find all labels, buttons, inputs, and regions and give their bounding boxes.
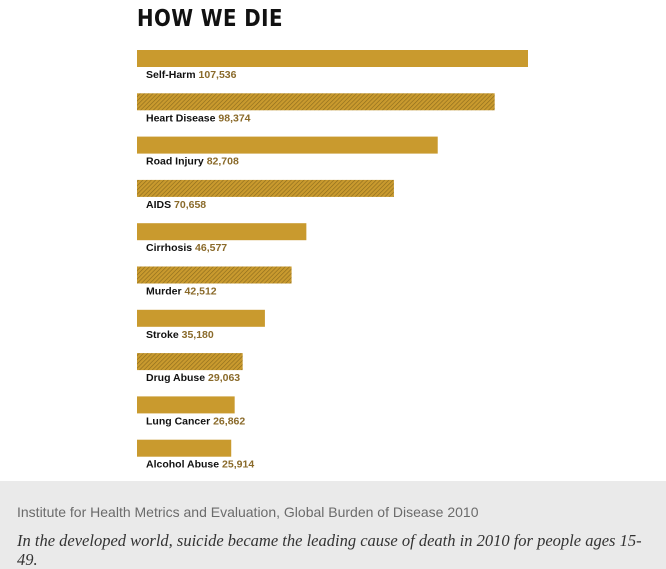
bar-label: Self-Harm 107,536 xyxy=(146,69,237,81)
bar-group: Cirrhosis 46,577 xyxy=(137,223,307,254)
source-credit: Institute for Health Metrics and Evaluat… xyxy=(17,504,479,520)
category-label: Cirrhosis xyxy=(146,242,195,254)
figure-caption: In the developed world, suicide became t… xyxy=(17,531,642,569)
value-label: 82,708 xyxy=(207,156,239,168)
bar-group: AIDS 70,658 xyxy=(137,179,394,211)
value-label: 25,914 xyxy=(222,459,254,471)
value-label: 107,536 xyxy=(199,69,237,81)
chart-title: HOW WE DIE xyxy=(137,6,283,32)
category-label: Stroke xyxy=(146,329,182,341)
bar xyxy=(137,93,495,111)
category-label: Heart Disease xyxy=(146,112,218,124)
bar xyxy=(137,50,528,67)
bar-label: AIDS 70,658 xyxy=(146,199,206,211)
bar xyxy=(137,136,438,154)
category-label: Drug Abuse xyxy=(146,372,208,384)
category-label: Alcohol Abuse xyxy=(146,459,222,471)
chart-area: HOW WE DIE Self-Harm 107,536 Heart Diseas… xyxy=(137,6,528,471)
caption-box: Institute for Health Metrics and Evaluat… xyxy=(0,481,666,569)
bar-label: Lung Cancer 26,862 xyxy=(146,415,245,427)
bar-group: Murder 42,512 xyxy=(137,266,292,298)
bar-group: Alcohol Abuse 25,914 xyxy=(137,439,254,471)
bar-label: Cirrhosis 46,577 xyxy=(146,242,227,254)
bar-group: Self-Harm 107,536 xyxy=(137,50,528,81)
bar-group: Stroke 35,180 xyxy=(137,309,265,341)
bar xyxy=(137,179,394,197)
bar-label: Heart Disease 98,374 xyxy=(146,112,251,124)
bar-group: Drug Abuse 29,063 xyxy=(137,353,243,384)
bar-label: Drug Abuse 29,063 xyxy=(146,372,240,384)
value-label: 35,180 xyxy=(182,329,214,341)
value-label: 26,862 xyxy=(213,415,245,427)
category-label: Road Injury xyxy=(146,156,207,168)
category-label: Lung Cancer xyxy=(146,415,213,427)
bar xyxy=(137,439,232,457)
value-label: 29,063 xyxy=(208,372,240,384)
value-label: 70,658 xyxy=(174,199,206,211)
bar-label: Alcohol Abuse 25,914 xyxy=(146,459,254,471)
value-label: 46,577 xyxy=(195,242,227,254)
category-label: Murder xyxy=(146,286,185,298)
bar-group: Lung Cancer 26,862 xyxy=(137,396,245,427)
bar-group: Road Injury 82,708 xyxy=(137,136,438,168)
bar-label: Murder 42,512 xyxy=(146,286,217,298)
bar xyxy=(137,223,307,241)
category-label: Self-Harm xyxy=(146,69,199,81)
category-label: AIDS xyxy=(146,199,174,211)
value-label: 42,512 xyxy=(185,286,217,298)
bar xyxy=(137,396,235,414)
value-label: 98,374 xyxy=(218,112,250,124)
bar-label: Stroke 35,180 xyxy=(146,329,214,341)
bar-chart: Self-Harm 107,536 Heart Disease 98,374 Roa… xyxy=(137,50,528,471)
bar xyxy=(137,353,243,371)
bar-label: Road Injury 82,708 xyxy=(146,156,239,168)
bar xyxy=(137,309,265,327)
bar xyxy=(137,266,292,284)
bar-group: Heart Disease 98,374 xyxy=(137,93,495,124)
